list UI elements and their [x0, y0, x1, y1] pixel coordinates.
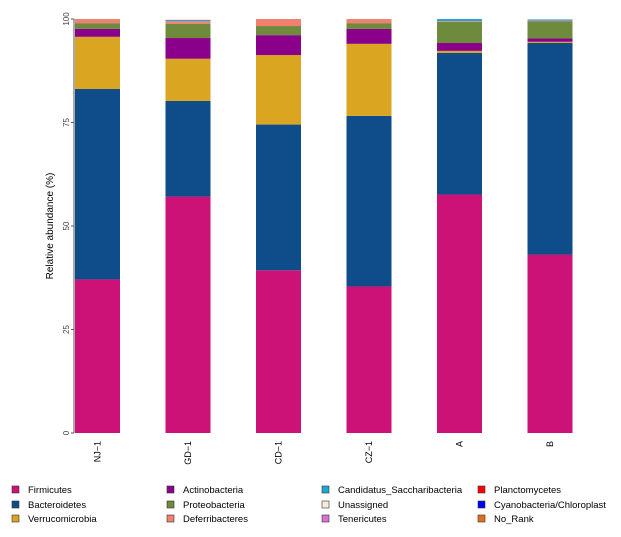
legend-label: Proteobacteria: [183, 500, 246, 511]
bar-segment-firmicutes: [527, 254, 573, 433]
legend-label: Planctomycetes: [494, 485, 561, 496]
x-tick-label: CD−1: [274, 441, 284, 464]
bar-segment-firmicutes: [165, 196, 211, 433]
legend-swatch: [321, 485, 330, 494]
bar-segment-proteobacteria: [256, 26, 301, 36]
bar-segment-bacteroidetes: [256, 124, 301, 271]
bar-segment-firmicutes: [346, 286, 392, 433]
legend-swatch: [166, 485, 175, 494]
legend-swatch: [11, 485, 20, 494]
legend-label: Unassigned: [338, 500, 388, 511]
legend-label: Cyanobacteria/Chloroplast: [494, 500, 606, 511]
bar-segment-deferribacteres: [165, 21, 211, 24]
bar-segment-deferribacteres: [256, 19, 301, 27]
bar-segment-unassigned: [527, 19, 573, 20]
bar-segment-candidatus-saccharibacteria: [437, 19, 482, 22]
legend: Firmicutes Bacteroidetes Verrucomicrobia Ac…: [11, 485, 606, 525]
bar-segment-verrucomicrobia: [75, 36, 120, 89]
legend-swatch: [166, 500, 175, 509]
legend-label: Candidatus_Saccharibacteria: [338, 485, 463, 496]
bar-segment-proteobacteria: [346, 23, 392, 29]
legend-swatch: [11, 514, 20, 523]
bar-segment-deferribacteres: [75, 19, 120, 24]
bars-group: [75, 19, 573, 433]
bar-segment-proteobacteria: [437, 21, 482, 44]
legend-swatch: [11, 500, 20, 509]
x-axis-labels: NJ−1 GD−1 CD−1 CZ−1 A B: [93, 441, 556, 465]
bar-segment-actinobacteria: [527, 38, 573, 42]
legend-swatch: [321, 514, 330, 523]
legend-label: Tenericutes: [338, 514, 387, 525]
legend-swatch: [321, 500, 330, 509]
bar-segment-proteobacteria: [75, 23, 120, 29]
bar-segment-actinobacteria: [165, 38, 211, 59]
bar-segment-actinobacteria: [256, 35, 301, 56]
bar-segment-verrucomicrobia: [256, 55, 301, 125]
y-tick-label: 75: [62, 118, 71, 127]
y-tick-label: 25: [62, 325, 71, 334]
bar-segment-actinobacteria: [75, 28, 120, 37]
bar-segment-bacteroidetes: [165, 100, 211, 197]
legend-label: No_Rank: [494, 514, 534, 525]
bar-segment-deferribacteres: [527, 20, 573, 22]
bar-segment-bacteroidetes: [437, 52, 482, 195]
legend-label: Verrucomicrobia: [28, 514, 97, 525]
bar-segment-verrucomicrobia: [346, 43, 392, 116]
legend-swatch: [477, 500, 486, 509]
x-tick-label: B: [545, 441, 555, 447]
x-tick-label: CZ−1: [364, 441, 374, 463]
bar-segment-deferribacteres: [437, 21, 482, 22]
bar-segment-verrucomicrobia: [437, 50, 482, 53]
legend-swatch: [166, 514, 175, 523]
bar-segment-firmicutes: [437, 194, 482, 433]
bar-segment-firmicutes: [75, 279, 120, 433]
legend-label: Bacteroidetes: [28, 500, 86, 511]
bar-segment-actinobacteria: [346, 28, 392, 44]
x-tick-label: NJ−1: [93, 441, 103, 462]
y-axis-label: Relative abundance (%): [45, 173, 56, 280]
legend-label: Actinobacteria: [183, 485, 244, 496]
legend-label: Deferribacteres: [183, 514, 248, 525]
y-tick-label: 100: [62, 12, 71, 26]
legend-label: Firmicutes: [28, 485, 72, 496]
bar-segment-firmicutes: [256, 270, 301, 433]
x-tick-label: GD−1: [183, 441, 193, 465]
bar-segment-proteobacteria: [527, 21, 573, 39]
bar-segment-candidatus-saccharibacteria: [165, 19, 211, 22]
bar-segment-proteobacteria: [165, 23, 211, 39]
bar-segment-bacteroidetes: [527, 43, 573, 255]
y-tick-label: 0: [62, 430, 71, 435]
bar-segment-bacteroidetes: [346, 115, 392, 287]
bar-segment-bacteroidetes: [75, 88, 120, 280]
x-tick-label: A: [455, 441, 465, 447]
bar-segment-unassigned: [165, 19, 211, 20]
y-tick-label: 50: [62, 221, 71, 230]
bar-segment-deferribacteres: [346, 19, 392, 24]
bar-segment-verrucomicrobia: [165, 58, 211, 101]
bar-segment-candidatus-saccharibacteria: [527, 19, 573, 21]
legend-swatch: [477, 485, 486, 494]
bar-segment-verrucomicrobia: [527, 41, 573, 44]
bar-segment-actinobacteria: [437, 43, 482, 51]
legend-swatch: [477, 514, 486, 523]
y-axis: 0 25 50 75 100: [62, 12, 75, 435]
